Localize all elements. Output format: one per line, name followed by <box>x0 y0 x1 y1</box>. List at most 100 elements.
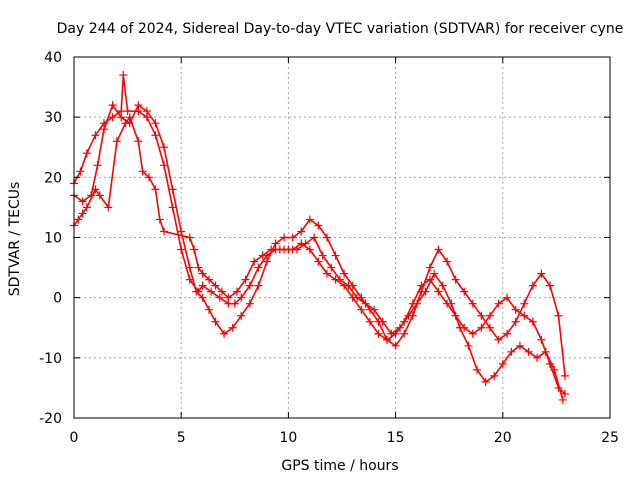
data-point <box>494 299 503 308</box>
data-point <box>537 335 546 344</box>
y-tick-label: 20 <box>44 170 62 186</box>
data-point <box>387 329 396 338</box>
data-point <box>292 245 301 254</box>
data-point <box>194 263 203 272</box>
data-point <box>528 281 537 290</box>
data-point <box>554 311 563 320</box>
data-point <box>494 335 503 344</box>
x-tick-label: 5 <box>177 430 186 446</box>
y-tick-label: -20 <box>39 411 62 427</box>
data-point <box>327 263 336 272</box>
data-point <box>515 341 524 350</box>
data-point <box>224 293 233 302</box>
data-point <box>82 149 91 158</box>
data-point <box>288 233 297 242</box>
data-point <box>464 341 473 350</box>
data-point <box>220 329 229 338</box>
data-point <box>413 299 422 308</box>
data-point <box>117 113 126 122</box>
data-point <box>485 323 494 332</box>
y-axis-label: SDTVAR / TECUs <box>7 182 23 297</box>
data-point <box>280 233 289 242</box>
data-point <box>481 377 490 386</box>
data-point <box>361 299 370 308</box>
data-point <box>507 347 516 356</box>
data-point <box>74 215 83 224</box>
data-point <box>400 329 409 338</box>
data-point <box>314 257 323 266</box>
data-point <box>112 137 121 146</box>
data-point <box>541 347 550 356</box>
data-point <box>198 269 207 278</box>
data-point <box>119 71 128 80</box>
data-point <box>93 161 102 170</box>
data-point <box>447 299 456 308</box>
data-point <box>134 101 143 110</box>
data-point <box>520 311 529 320</box>
data-point <box>190 245 199 254</box>
data-point <box>192 287 201 296</box>
data-point <box>533 353 542 362</box>
data-point <box>284 245 293 254</box>
data-point <box>511 305 520 314</box>
data-point <box>271 239 280 248</box>
data-point <box>104 203 113 212</box>
data-point <box>477 311 486 320</box>
data-point <box>160 227 169 236</box>
data-point <box>232 287 241 296</box>
data-point <box>228 323 237 332</box>
chart-title: Day 244 of 2024, Sidereal Day-to-day VTE… <box>57 21 624 37</box>
data-point <box>378 317 387 326</box>
data-point <box>78 197 87 206</box>
data-point <box>545 281 554 290</box>
data-point <box>322 269 331 278</box>
data-point <box>503 293 512 302</box>
data-point <box>108 113 117 122</box>
data-point <box>254 263 263 272</box>
x-tick-label: 15 <box>387 430 405 446</box>
data-point <box>168 185 177 194</box>
data-point <box>310 233 319 242</box>
data-point <box>434 287 443 296</box>
data-point <box>134 137 143 146</box>
data-point <box>185 233 194 242</box>
data-point <box>490 371 499 380</box>
data-series <box>70 71 569 404</box>
data-point <box>468 329 477 338</box>
data-point <box>217 287 226 296</box>
data-point <box>421 287 430 296</box>
data-point <box>455 323 464 332</box>
data-point <box>314 221 323 230</box>
data-point <box>365 317 374 326</box>
data-point <box>443 257 452 266</box>
y-tick-label: 10 <box>44 231 62 247</box>
data-point <box>275 245 284 254</box>
x-tick-label: 10 <box>279 430 297 446</box>
data-point <box>344 281 353 290</box>
data-point <box>237 311 246 320</box>
data-point <box>353 293 362 302</box>
data-point <box>305 245 314 254</box>
data-point <box>91 131 100 140</box>
x-tick-label: 0 <box>70 430 79 446</box>
data-point <box>258 251 267 260</box>
series-trace <box>73 104 566 377</box>
data-point <box>145 173 154 182</box>
data-point <box>254 281 263 290</box>
data-point <box>155 215 164 224</box>
data-point <box>177 245 186 254</box>
data-point <box>207 287 216 296</box>
y-tick-label: 0 <box>53 291 62 307</box>
data-point <box>82 203 91 212</box>
data-point <box>550 365 559 374</box>
data-point <box>237 293 246 302</box>
data-point <box>340 269 349 278</box>
data-point <box>185 263 194 272</box>
data-point <box>560 389 569 398</box>
data-point <box>460 287 469 296</box>
data-point <box>241 275 250 284</box>
data-point <box>383 335 392 344</box>
data-point <box>528 317 537 326</box>
data-point <box>245 299 254 308</box>
data-point <box>151 131 160 140</box>
